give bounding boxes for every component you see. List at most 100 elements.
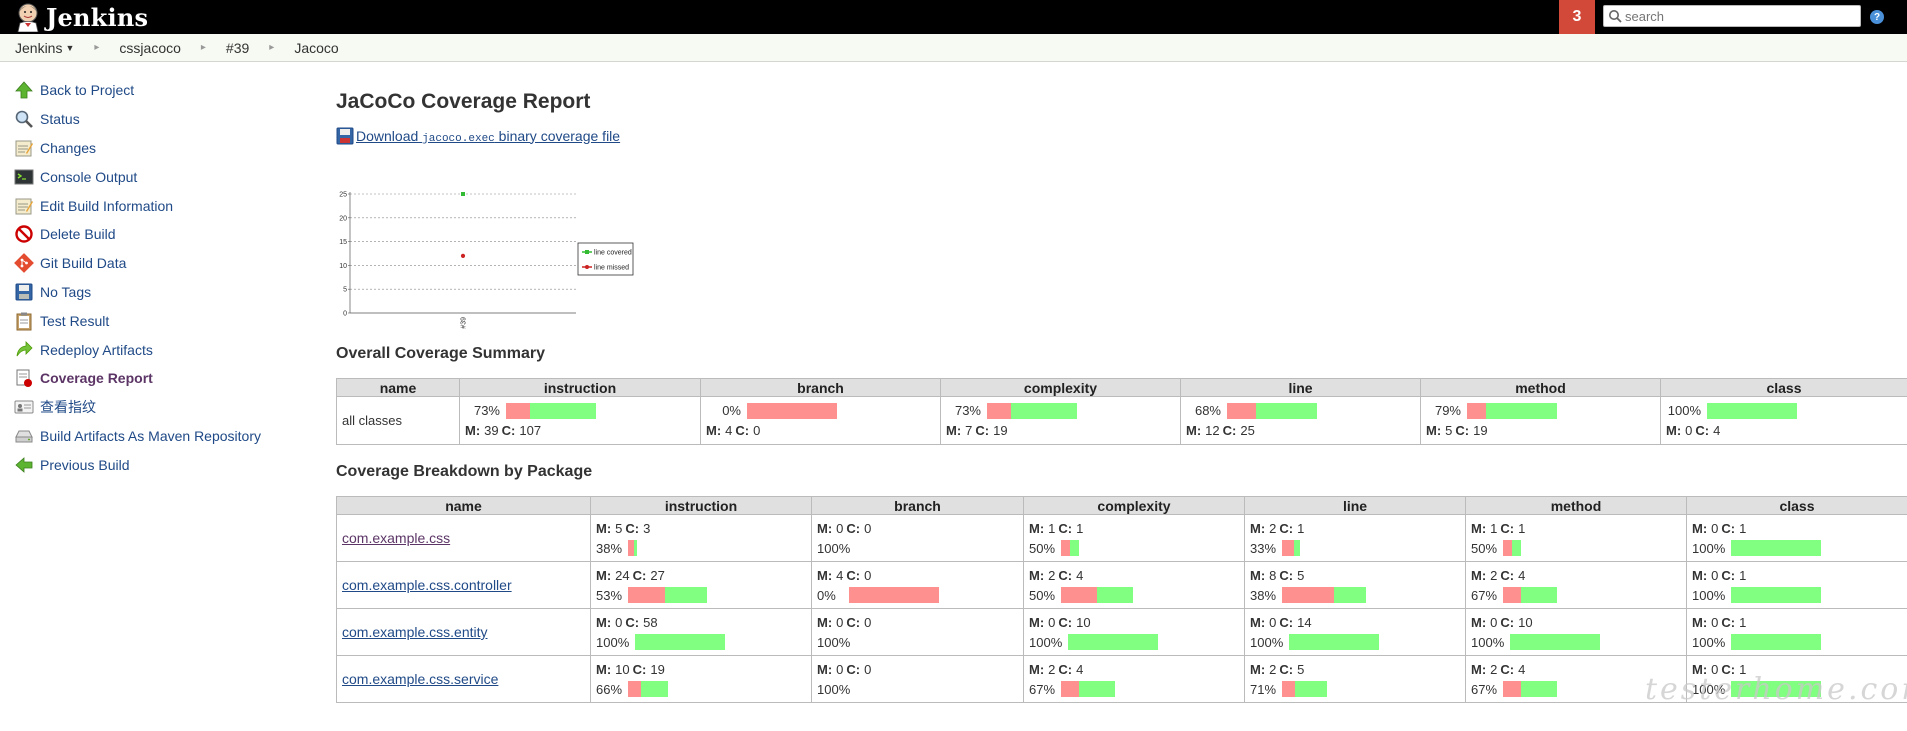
missed-covered-counts: M: 0 C: 58 [596,612,806,632]
covered-label: C: [1279,661,1294,677]
coverage-bar [635,634,726,650]
covered-label: C: [1279,520,1294,536]
sidebar-item-test-result[interactable]: Test Result [14,306,294,335]
covered-count: 0 [753,423,761,438]
coverage-bar [1061,681,1116,697]
sidebar-item-label: Build Artifacts As Maven Repository [40,427,261,444]
coverage-percent: 100% [1692,681,1726,697]
coverage-percent-line: 67% [1471,585,1681,605]
sidebar-item-previous-build[interactable]: Previous Build [14,450,294,479]
missed-covered-counts: M: 2 C: 4 [1029,659,1239,679]
missed-count: 0 [1711,520,1719,536]
id-card-icon [14,397,34,417]
coverage-percent: 100% [817,634,851,650]
sidebar-item-label: Delete Build [40,226,116,243]
search-input[interactable] [1622,7,1852,25]
covered-count: 1 [1297,520,1305,536]
package-cell-line: M: 0 C: 14 100% [1244,608,1466,656]
download-exec-link-row: Download jacoco.exec binary coverage fil… [336,127,620,145]
package-breakdown-title: Coverage Breakdown by Package [336,463,593,480]
package-cell-branch: M: 0 C: 0 100% [811,608,1024,656]
sidebar-item-coverage-report[interactable]: Coverage Report [14,364,294,393]
package-cell-instruction: M: 10 C: 19 66% [590,655,812,703]
missed-covered-counts: M: 5 C: 3 [596,518,806,538]
clipboard-icon [14,311,34,331]
coverage-percent-line: 67% [1029,679,1239,699]
package-link[interactable]: com.example.css.controller [342,577,512,593]
covered-label: C: [501,423,516,438]
summary-name-cell: all classes [336,396,460,445]
covered-label: C: [625,520,640,536]
missed-label: M: [1692,614,1708,630]
sidebar-item-status[interactable]: Status [14,105,294,134]
chart-legend: line covered line missed [577,242,634,276]
search-box[interactable] [1603,5,1861,27]
monitor-alert-badge[interactable]: 3 [1559,0,1595,34]
coverage-bar-missed [849,587,939,603]
help-icon[interactable]: ? [1870,10,1884,24]
breadcrumb-dropdown-icon[interactable]: ▼ [65,42,75,53]
sidebar-item-delete-build[interactable]: Delete Build [14,220,294,249]
breakdown-header-name: name [336,496,591,515]
no-entry-icon [14,224,34,244]
package-link[interactable]: com.example.css [342,530,451,546]
coverage-trend-chart[interactable]: 0 5 10 15 20 25 #39 line covered line missed [336,150,696,340]
download-exec-link[interactable]: Download jacoco.exec binary coverage fil… [356,128,620,145]
coverage-bar [849,587,939,603]
coverage-percent: 50% [1029,540,1056,556]
covered-count: 58 [643,614,658,630]
summary-cell-method: 79% M: 5 C: 19 [1420,396,1661,445]
missed-count: 0 [1711,661,1719,677]
coverage-percent: 100% [1692,587,1726,603]
missed-label: M: [465,423,481,438]
table-row: com.example.css M: 5 C: 3 38% M: 0 C: 0 100% M: 1 C: 1… [336,514,1907,562]
breadcrumb-build[interactable]: #39 [225,39,250,56]
package-link[interactable]: com.example.css.entity [342,624,488,640]
coverage-bar-covered [1731,681,1822,697]
sidebar-item-git-build-data[interactable]: Git Build Data [14,249,294,278]
coverage-bar [1503,587,1558,603]
breadcrumb-job[interactable]: cssjacoco [119,39,181,56]
coverage-bar-covered [1731,540,1822,556]
breadcrumb-jenkins[interactable]: Jenkins [15,39,63,56]
sidebar-item-changes[interactable]: Changes [14,134,294,163]
coverage-percent: 67% [1471,681,1498,697]
covered-label: C: [1058,567,1073,583]
covered-count: 5 [1297,567,1305,583]
covered-label: C: [632,567,647,583]
sidebar-item-label: Git Build Data [40,255,127,272]
chart-y-tick-label: 0 [343,311,347,318]
sidebar-item-back-to-project[interactable]: Back to Project [14,76,294,105]
package-cell-instruction: M: 0 C: 58 100% [590,608,812,656]
package-link[interactable]: com.example.css.service [342,671,499,687]
covered-label: C: [1721,520,1736,536]
missed-count: 0 [1711,614,1719,630]
missed-covered-counts: M: 10 C: 19 [596,659,806,679]
sidebar-item-fingerprints[interactable]: 查看指纹 [14,393,294,422]
jenkins-logo[interactable]: Jenkins [14,2,148,32]
package-cell-complexity: M: 2 C: 4 50% [1023,561,1245,609]
covered-count: 0 [864,661,872,677]
missed-label: M: [1426,423,1442,438]
coverage-percent-line: 50% [1029,585,1239,605]
covered-label: C: [1058,614,1073,630]
missed-covered-counts: M: 0 C: 1 [1692,518,1902,538]
missed-label: M: [817,614,833,630]
covered-count: 4 [1076,567,1084,583]
package-cell-method: M: 1 C: 1 50% [1465,514,1687,562]
terminal-icon [14,167,34,187]
package-cell-complexity: M: 2 C: 4 67% [1023,655,1245,703]
sidebar-item-edit-build-information[interactable]: Edit Build Information [14,191,294,220]
sidebar-item-redeploy-artifacts[interactable]: Redeploy Artifacts [14,335,294,364]
sidebar-item-no-tags[interactable]: No Tags [14,278,294,307]
summary-cell-class: 100% M: 0 C: 4 [1660,396,1907,445]
summary-header-method: method [1420,378,1661,397]
breadcrumb-jacoco[interactable]: Jacoco [294,39,339,56]
covered-label: C: [625,614,640,630]
sidebar-item-console-output[interactable]: Console Output [14,162,294,191]
missed-count: 1 [1048,520,1056,536]
covered-label: C: [1279,567,1294,583]
sidebar-item-maven-repository[interactable]: Build Artifacts As Maven Repository [14,422,294,451]
covered-count: 4 [1713,423,1721,438]
covered-count: 107 [519,423,542,438]
